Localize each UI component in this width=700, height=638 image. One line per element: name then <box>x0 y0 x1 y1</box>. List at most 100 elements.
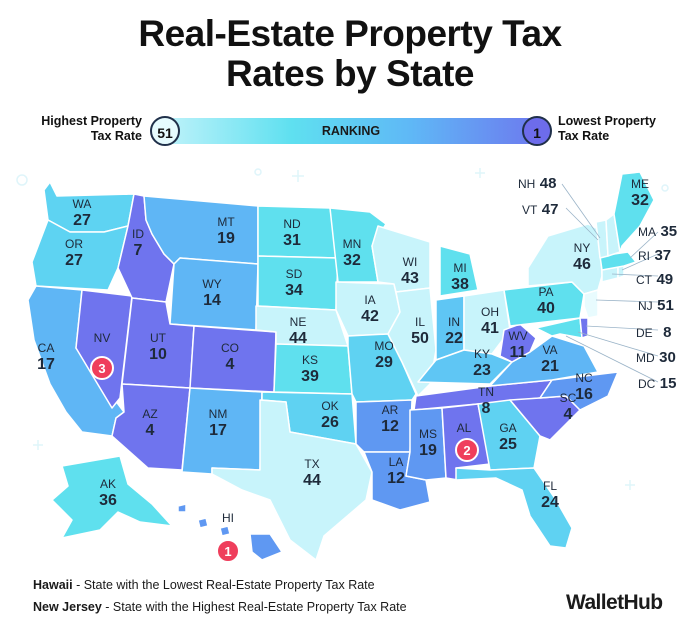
callout-md: MD 30 <box>636 349 676 366</box>
footnote-lowest-text: - State with the Lowest Real-Estate Prop… <box>72 578 375 592</box>
state-NV <box>75 289 133 409</box>
state-OH <box>463 289 511 355</box>
leader-line-de <box>585 325 659 331</box>
state-rank-az: 4 <box>146 422 155 439</box>
decor-plus <box>475 168 485 178</box>
state-abbr-al: AL <box>457 421 472 435</box>
leader-line-ri <box>621 253 659 271</box>
legend-low-label: Lowest Property Tax Rate <box>558 114 688 144</box>
state-abbr-wy: WY <box>202 277 221 291</box>
state-rank-ky: 23 <box>473 362 491 379</box>
state-abbr-wa: WA <box>73 197 92 211</box>
legend-high-label: Highest Property Tax Rate <box>22 114 142 144</box>
state-KY <box>417 349 513 385</box>
state-abbr-sd: SD <box>286 267 303 281</box>
legend-bar-label: RANKING <box>321 124 381 138</box>
state-rank-or: 27 <box>65 252 83 269</box>
callout-abbr-de: DE <box>636 326 653 340</box>
state-abbr-ar: AR <box>382 403 399 417</box>
state-TX <box>211 399 373 561</box>
page-title: Real-Estate Property Tax Rates by State <box>0 14 700 94</box>
callout-ma: MA 35 <box>638 223 677 240</box>
state-rank-ne: 44 <box>289 330 307 347</box>
state-rank-mn: 32 <box>343 252 361 269</box>
state-abbr-ca: CA <box>38 341 55 355</box>
callout-rank-ri: 37 <box>654 247 671 264</box>
state-rank-mi: 38 <box>451 276 469 293</box>
state-rank-il: 50 <box>411 330 429 347</box>
state-rank-wy: 14 <box>203 292 221 309</box>
state-rank-va: 21 <box>541 358 559 375</box>
state-rank-ny: 46 <box>573 256 591 273</box>
footnotes: Hawaii - State with the Lowest Real-Esta… <box>33 574 407 618</box>
state-abbr-tn: TN <box>478 385 494 399</box>
callout-rank-md: 30 <box>659 349 676 366</box>
callout-leader-lines <box>561 183 659 383</box>
callout-abbr-ct: CT <box>636 273 653 287</box>
state-abbr-nd: ND <box>283 217 301 231</box>
legend-high-label-line2: Tax Rate <box>90 129 142 143</box>
badge-circle-nv <box>90 356 114 380</box>
state-rank-tn: 8 <box>482 400 491 417</box>
state-abbr-pa: PA <box>538 285 553 299</box>
state-rank-ia: 42 <box>361 308 379 325</box>
badge-number-hi: 1 <box>224 544 231 559</box>
leader-line-nj <box>595 299 659 303</box>
state-rank-la: 12 <box>387 470 405 487</box>
state-abbr-nv: NV <box>94 331 111 345</box>
state-abbr-or: OR <box>65 237 83 251</box>
callout-ct: CT 49 <box>636 271 673 288</box>
state-abbr-fl: FL <box>543 479 557 493</box>
state-abbr-ky: KY <box>474 347 490 361</box>
state-abbr-ia: IA <box>364 293 375 307</box>
state-rank-tx: 44 <box>303 472 321 489</box>
badge-al: 2 <box>455 438 479 462</box>
callout-rank-nj: 51 <box>657 297 674 314</box>
state-abbr-mn: MN <box>343 237 362 251</box>
state-rank-co: 4 <box>226 356 235 373</box>
badge-hi: 1 <box>216 539 240 563</box>
callout-abbr-dc: DC <box>638 377 656 391</box>
footnote-lowest: Hawaii - State with the Lowest Real-Esta… <box>33 574 407 596</box>
state-MA <box>599 251 637 271</box>
wallethub-logo: WalletHub <box>566 591 663 614</box>
decor-plus <box>33 440 43 450</box>
state-rank-ms: 19 <box>419 442 437 459</box>
state-abbr-in: IN <box>448 315 460 329</box>
state-rank-ca: 17 <box>37 356 55 373</box>
state-abbr-ak: AK <box>100 477 116 491</box>
state-rank-ak: 36 <box>99 492 117 509</box>
badge-number-al: 2 <box>463 443 470 458</box>
decor-plus <box>625 480 635 490</box>
title-line-2: Rates by State <box>226 53 475 94</box>
state-rank-oh: 41 <box>481 320 499 337</box>
state-rank-nd: 31 <box>283 232 301 249</box>
background-decorations <box>16 168 669 490</box>
state-rank-sc: 4 <box>564 406 573 423</box>
callout-abbr-md: MD <box>636 351 655 365</box>
state-abbr-tx: TX <box>304 457 319 471</box>
legend-low-label-line1: Lowest Property <box>558 114 656 128</box>
decor-circle <box>661 184 669 192</box>
badge-circle-hi <box>216 539 240 563</box>
state-abbr-co: CO <box>221 341 239 355</box>
state-abbr-mt: MT <box>217 215 235 229</box>
leader-line-ma <box>629 231 659 259</box>
state-rank-sd: 34 <box>285 282 303 299</box>
state-abbr-nc: NC <box>575 371 593 385</box>
state-abbr-nm: NM <box>209 407 228 421</box>
callout-ri: RI 37 <box>638 247 671 264</box>
state-abbr-oh: OH <box>481 305 499 319</box>
legend-gradient-bar: RANKING 51 1 <box>150 116 552 146</box>
state-MD <box>535 317 583 339</box>
callout-rank-ct: 49 <box>656 271 673 288</box>
state-rank-mo: 29 <box>375 354 393 371</box>
state-rank-ar: 12 <box>381 418 399 435</box>
state-abbr-hi: HI <box>222 511 234 525</box>
callout-rank-nh: 48 <box>540 175 557 192</box>
state-abbr-az: AZ <box>142 407 157 421</box>
callout-abbr-ma: MA <box>638 225 656 239</box>
state-rank-pa: 40 <box>537 300 555 317</box>
